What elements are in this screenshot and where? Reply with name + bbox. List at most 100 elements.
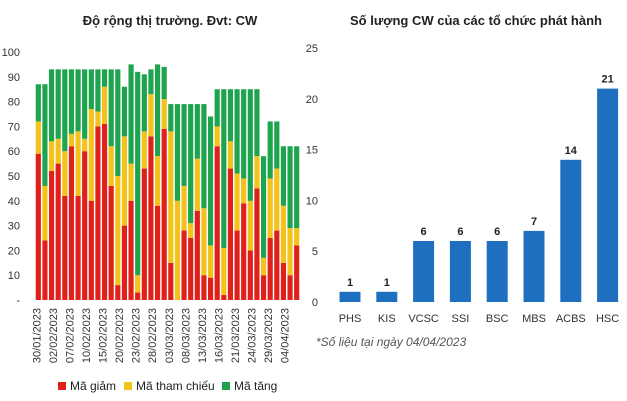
- stacked-bar-segment: [82, 138, 88, 152]
- stacked-bar-segment: [161, 128, 167, 300]
- right-y-tick: 20: [306, 94, 318, 106]
- issuer-bar: [523, 230, 545, 302]
- stacked-bar-segment: [214, 89, 220, 127]
- stacked-bar-segment: [62, 195, 68, 300]
- issuer-category-label: HSC: [596, 313, 619, 325]
- stacked-bar-segment: [141, 168, 147, 300]
- stacked-bar-segment: [274, 168, 280, 231]
- stacked-bar-segment: [75, 195, 81, 300]
- stacked-bar-segment: [194, 158, 200, 211]
- issuer-bar: [413, 241, 435, 302]
- stacked-bar-segment: [287, 275, 293, 300]
- right-y-tick: 0: [312, 297, 318, 309]
- left-y-tick: 60: [8, 146, 20, 158]
- stacked-bar-segment: [181, 104, 187, 186]
- stacked-bar-segment: [194, 104, 200, 159]
- stacked-bar-segment: [254, 188, 260, 300]
- right-y-tick: 5: [312, 246, 318, 258]
- stacked-bar-segment: [88, 200, 94, 300]
- left-x-tick: 08/03/2023: [180, 308, 192, 363]
- stacked-bar-segment: [141, 74, 147, 132]
- left-x-tick: 29/03/2023: [263, 308, 275, 363]
- stacked-bar-segment: [280, 205, 287, 263]
- stacked-bar-segment: [141, 131, 147, 169]
- bar-value-label: 1: [347, 277, 353, 289]
- left-y-tick: 10: [8, 270, 20, 282]
- stacked-bar-segment: [35, 121, 41, 154]
- legend-swatch-decline: [58, 382, 66, 390]
- stacked-bar-segment: [55, 138, 61, 164]
- left-y-tick: -: [16, 295, 20, 307]
- stacked-bar-segment: [108, 69, 114, 147]
- stacked-bar-segment: [128, 200, 134, 300]
- stacked-bar-segment: [168, 131, 174, 263]
- issuer-category-label: KIS: [378, 313, 396, 325]
- left-y-tick: 20: [8, 245, 20, 257]
- stacked-bar-segment: [75, 131, 81, 196]
- stacked-bar-segment: [108, 146, 114, 186]
- issuer-category-label: SSI: [452, 313, 470, 325]
- stacked-bar-segment: [48, 141, 55, 172]
- stacked-bar-segment: [294, 146, 300, 229]
- stacked-bar-segment: [108, 185, 114, 300]
- left-x-tick: 30/01/2023: [31, 308, 43, 363]
- stacked-bar-segment: [128, 163, 134, 201]
- stacked-bar-segment: [241, 178, 247, 204]
- stacked-bar-segment: [227, 168, 234, 300]
- stacked-bar-segment: [35, 153, 41, 300]
- left-x-tick: 23/02/2023: [131, 308, 143, 363]
- stacked-bar-segment: [227, 141, 234, 169]
- stacked-bar-segment: [181, 185, 187, 231]
- stacked-bar-segment: [254, 156, 260, 189]
- left-y-tick: 90: [8, 72, 20, 84]
- right-y-tick: 10: [306, 195, 318, 207]
- stacked-bar-segment: [260, 156, 267, 258]
- issuer-cw-count-chart: Số lượng CW của các tổ chức phát hành 0 5…: [306, 13, 620, 349]
- stacked-bar-segment: [247, 250, 253, 300]
- stacked-bar-segment: [101, 123, 108, 300]
- stacked-bar-segment: [241, 89, 247, 179]
- stacked-bar-segment: [161, 66, 167, 100]
- stacked-bar-segment: [207, 116, 214, 246]
- stacked-bar-segment: [287, 228, 293, 276]
- legend-swatch-unchanged: [124, 382, 132, 390]
- bar-value-label: 7: [531, 216, 537, 228]
- stacked-bar-segment: [174, 200, 181, 300]
- left-y-tick: 40: [8, 196, 20, 208]
- stacked-bar-segment: [68, 69, 75, 134]
- stacked-bar-segment: [260, 257, 267, 276]
- stacked-bar-segment: [88, 109, 94, 201]
- left-x-tick: 13/03/2023: [197, 308, 209, 363]
- right-chart-title: Số lượng CW của các tổ chức phát hành: [350, 13, 602, 28]
- stacked-bar-segment: [221, 295, 227, 300]
- legend-label-unchanged: Mã tham chiếu: [136, 379, 215, 393]
- bar-value-label: 6: [457, 226, 463, 238]
- right-y-tick: 15: [306, 145, 318, 157]
- stacked-bar-segment: [274, 230, 280, 300]
- stacked-bar-segment: [280, 262, 287, 300]
- stacked-bar-segment: [115, 176, 121, 286]
- stacked-bar-segment: [287, 146, 293, 229]
- stacked-bar-segment: [294, 245, 300, 300]
- stacked-bar-segment: [161, 99, 167, 129]
- stacked-bar-segment: [207, 277, 214, 300]
- legend: Mã giảm Mã tham chiếu Mã tăng: [58, 379, 277, 393]
- stacked-bar-segment: [55, 163, 61, 300]
- left-x-tick: 03/03/2023: [164, 308, 176, 363]
- stacked-bar-segment: [194, 210, 200, 300]
- stacked-bar-segment: [42, 84, 48, 186]
- stacked-bar-segment: [168, 104, 174, 132]
- stacked-bar-segment: [221, 247, 227, 296]
- stacked-bar-segment: [260, 275, 267, 300]
- stacked-bar-segment: [128, 64, 134, 164]
- bar-value-label: 21: [601, 74, 613, 86]
- stacked-bar-segment: [181, 230, 187, 300]
- bar-value-label: 14: [565, 145, 578, 157]
- stacked-bar-segment: [101, 69, 108, 87]
- bar-value-label: 6: [421, 226, 427, 238]
- stacked-bar-segment: [201, 104, 207, 209]
- issuer-category-label: MBS: [522, 313, 546, 325]
- issuer-bar: [560, 159, 582, 302]
- issuer-category-label: ACBS: [556, 313, 586, 325]
- stacked-bar-segment: [48, 69, 55, 142]
